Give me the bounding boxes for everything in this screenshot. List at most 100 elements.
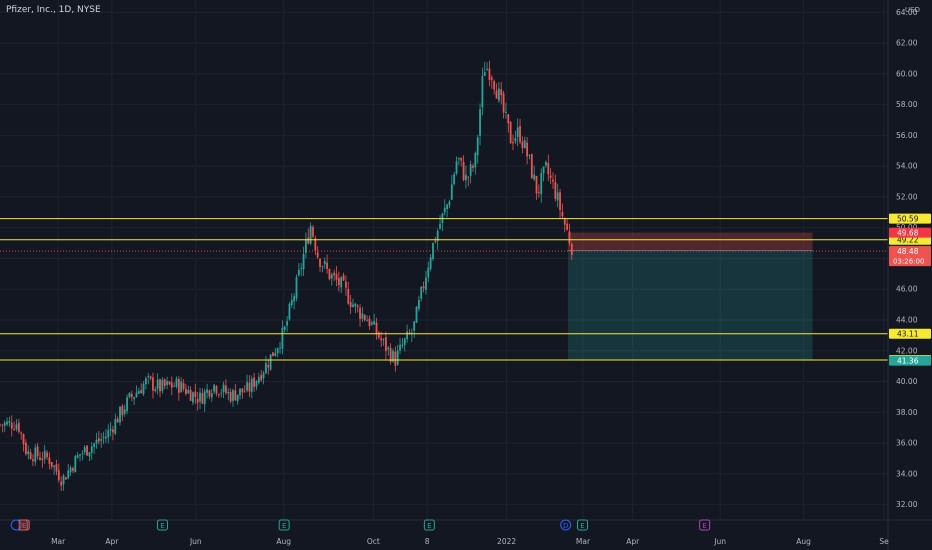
candle-body bbox=[380, 338, 383, 341]
time-tick-label: Se bbox=[879, 537, 889, 546]
candle-body bbox=[232, 390, 234, 401]
candle-body bbox=[413, 321, 416, 331]
candle-body bbox=[290, 300, 293, 305]
candle-body bbox=[568, 231, 571, 244]
candle-body bbox=[57, 470, 60, 481]
candle-body bbox=[189, 389, 192, 401]
candle-body bbox=[300, 268, 303, 269]
candle-body bbox=[403, 338, 406, 345]
candle-body bbox=[309, 225, 312, 244]
candle-body bbox=[453, 174, 456, 185]
price-tick-label: 60.00 bbox=[896, 69, 918, 78]
price-axis[interactable]: 32.00 34.00 36.00 38.00 40.00 42.00 44.00 46.00… bbox=[887, 0, 931, 550]
candle-body bbox=[79, 454, 81, 456]
candle-body bbox=[175, 378, 178, 387]
candle-body bbox=[349, 302, 352, 307]
candle-body bbox=[422, 286, 425, 289]
target-price-label-bg bbox=[889, 355, 931, 366]
candle-body bbox=[363, 315, 366, 321]
candle-body bbox=[530, 154, 533, 179]
price-tick-label: 62.00 bbox=[896, 39, 918, 48]
dividend-icon bbox=[560, 519, 572, 531]
event-marker-e[interactable]: E bbox=[699, 519, 711, 531]
candle-body bbox=[410, 332, 413, 334]
candle-body bbox=[257, 377, 260, 383]
event-marker-letter: E bbox=[580, 522, 584, 530]
candle-body bbox=[20, 432, 23, 434]
candle-body bbox=[6, 421, 8, 425]
price-tick-label: 32.00 bbox=[896, 500, 918, 509]
candle-body bbox=[208, 390, 211, 397]
candle-body bbox=[250, 378, 253, 392]
event-marker-e[interactable]: E bbox=[577, 519, 589, 531]
candle-body bbox=[316, 252, 319, 258]
candle-body bbox=[516, 127, 519, 137]
candle-body bbox=[570, 243, 573, 256]
candle-body bbox=[0, 424, 1, 426]
candle-body bbox=[382, 338, 385, 340]
earnings-icon bbox=[577, 519, 589, 531]
candle-body bbox=[97, 437, 100, 442]
candle-body bbox=[24, 442, 27, 454]
stop-loss-zone[interactable] bbox=[567, 232, 813, 251]
long-position-tool[interactable] bbox=[567, 232, 813, 361]
bar-countdown: 03:26:00 bbox=[893, 258, 924, 266]
candle-body bbox=[554, 182, 557, 199]
price-tick-label: 44.00 bbox=[896, 316, 918, 325]
candle-body bbox=[537, 192, 540, 193]
candle-body bbox=[533, 174, 536, 180]
candle-body bbox=[354, 303, 357, 307]
take-profit-zone[interactable] bbox=[567, 250, 813, 361]
currency-label: USD bbox=[905, 6, 920, 14]
candle-body bbox=[434, 240, 437, 242]
candle-body bbox=[170, 382, 173, 388]
candle-body bbox=[490, 77, 493, 80]
candle-body bbox=[446, 204, 449, 210]
candle-body bbox=[337, 278, 340, 286]
level-label: 43.11 bbox=[897, 330, 919, 339]
candle-body bbox=[86, 445, 88, 456]
event-marker-e[interactable]: E bbox=[423, 519, 435, 531]
candle-body bbox=[29, 452, 32, 460]
candle-body bbox=[505, 111, 507, 113]
candle-body bbox=[326, 262, 328, 269]
candle-body bbox=[469, 164, 472, 176]
candle-body bbox=[64, 477, 67, 480]
event-marker-e[interactable]: E bbox=[278, 519, 290, 531]
candle-body bbox=[36, 446, 39, 457]
grid-lines bbox=[0, 0, 888, 520]
event-marker-e[interactable]: E bbox=[10, 519, 30, 531]
time-tick-label: Aug bbox=[796, 537, 811, 546]
candle-body bbox=[246, 382, 248, 391]
candle-body bbox=[545, 161, 547, 166]
candle-body bbox=[319, 258, 321, 267]
symbol-title: Pfizer, Inc., 1D, NYSE bbox=[6, 5, 101, 15]
candle-body bbox=[262, 372, 265, 379]
price-tick-label: 34.00 bbox=[896, 469, 918, 478]
candle-body bbox=[392, 350, 394, 362]
candle-body bbox=[356, 305, 359, 308]
level-label-bg bbox=[889, 328, 931, 339]
time-tick-label: Oct bbox=[367, 537, 380, 546]
candle-body bbox=[95, 439, 98, 444]
candle-body bbox=[123, 409, 126, 414]
candle-body bbox=[295, 277, 298, 299]
event-marker-e[interactable]: E bbox=[157, 519, 169, 531]
event-marker-letter: D bbox=[563, 522, 568, 530]
price-tick-label: 56.00 bbox=[896, 131, 918, 140]
time-axis[interactable]: Mar Apr Jun Aug Oct 8 2022 Mar Apr Jun Aug Se bbox=[0, 519, 932, 546]
candle-body bbox=[542, 166, 545, 174]
candle-body bbox=[279, 347, 281, 349]
candle-body bbox=[427, 267, 430, 278]
event-marker-letter: E bbox=[22, 522, 26, 530]
event-marker-d[interactable]: D bbox=[560, 519, 572, 531]
candle-body bbox=[481, 75, 484, 108]
level-label-bg bbox=[889, 213, 931, 224]
candle-body bbox=[192, 392, 194, 403]
candle-body bbox=[540, 173, 543, 195]
candle-body bbox=[486, 69, 489, 70]
time-tick-label: Apr bbox=[626, 537, 640, 546]
event-marker-letter: E bbox=[427, 522, 431, 530]
